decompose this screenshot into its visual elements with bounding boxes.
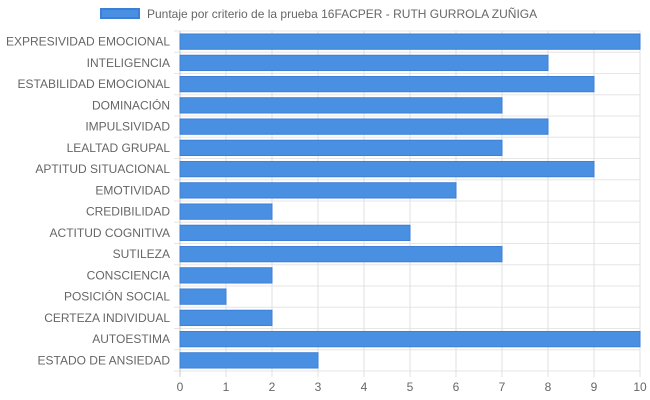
category-label: CONSCIENCIA	[87, 268, 170, 282]
category-label: INTELIGENCIA	[87, 56, 170, 70]
bar[interactable]	[179, 288, 227, 305]
x-tick-label: 8	[545, 380, 552, 394]
category-label: EMOTIVIDAD	[95, 183, 170, 197]
bar[interactable]	[179, 267, 273, 284]
x-tick-label: 2	[269, 380, 276, 394]
category-label: ESTABILIDAD EMOCIONAL	[18, 77, 171, 91]
category-label: AUTOESTIMA	[92, 332, 170, 346]
x-axis-ticks: 0 1 2 3 4 5 6 7 8 9 10	[177, 380, 647, 394]
category-label: APTITUD SITUACIONAL	[35, 162, 170, 176]
category-label: ACTITUD COGNITIVA	[50, 226, 170, 240]
bar[interactable]	[179, 160, 595, 178]
legend-label: Puntaje por criterio de la prueba 16FACP…	[147, 7, 538, 21]
x-tick-label: 5	[407, 380, 414, 394]
bar[interactable]	[179, 309, 273, 327]
category-label: CERTEZA INDIVIDUAL	[44, 311, 170, 325]
bar[interactable]	[179, 182, 457, 199]
bar[interactable]	[179, 75, 595, 93]
bar[interactable]	[179, 97, 503, 114]
bar[interactable]	[179, 352, 319, 369]
chart-legend[interactable]: Puntaje por criterio de la prueba 16FACP…	[0, 6, 650, 24]
x-tick-label: 1	[223, 380, 230, 394]
bar[interactable]	[179, 330, 641, 348]
category-label: DOMINACIÓN	[92, 97, 170, 112]
x-tick-label: 10	[633, 380, 647, 394]
x-tick-label: 0	[177, 380, 184, 394]
legend-color-swatch	[100, 8, 140, 19]
bar[interactable]	[179, 33, 641, 50]
category-label: EXPRESIVIDAD EMOCIONAL	[6, 35, 170, 49]
x-tick-label: 4	[361, 380, 368, 394]
bars-group	[179, 33, 641, 369]
bar[interactable]	[179, 54, 549, 72]
category-label: ESTADO DE ANSIEDAD	[38, 353, 171, 367]
x-tick-label: 3	[315, 380, 322, 394]
x-tick-label: 7	[499, 380, 506, 394]
bar[interactable]	[179, 224, 411, 242]
category-label: IMPULSIVIDAD	[85, 120, 170, 134]
category-label: SUTILEZA	[113, 247, 170, 261]
category-label: CREDIBILIDAD	[86, 205, 170, 219]
bar[interactable]	[179, 118, 549, 135]
category-label: LEALTAD GRUPAL	[67, 141, 171, 155]
category-label: POSICIÓN SOCIAL	[64, 289, 170, 304]
bar[interactable]	[179, 245, 503, 263]
x-tick-label: 6	[453, 380, 460, 394]
bar[interactable]	[179, 203, 273, 220]
category-labels: EXPRESIVIDAD EMOCIONAL INTELIGENCIA ESTABI…	[6, 35, 170, 368]
bar[interactable]	[179, 139, 503, 157]
x-tick-label: 9	[591, 380, 598, 394]
